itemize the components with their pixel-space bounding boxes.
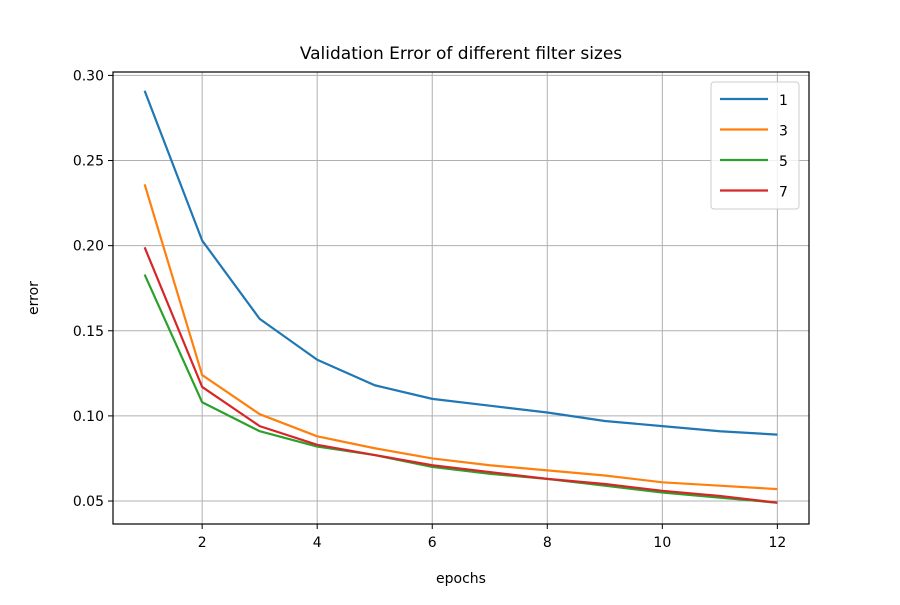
series-line-7 [143,246,778,504]
legend: 1 3 5 7 [710,81,800,210]
x-tick-label: 2 [198,535,207,551]
y-tick-label: 0.20 [73,239,104,255]
x-axis-ticks: 2 4 6 8 10 12 [198,524,786,551]
legend-label-7: 7 [779,185,788,201]
x-axis-label: epochs [436,571,486,587]
chart-title: Validation Error of different filter siz… [300,44,622,64]
legend-label-1: 1 [779,93,788,109]
series-line-5 [143,274,778,504]
y-axis-ticks: 0.05 0.10 0.15 0.20 0.25 0.30 [73,68,113,510]
plot-frame [112,71,810,525]
legend-box [710,81,800,210]
y-axis-label: error [26,281,42,315]
legend-label-3: 3 [779,124,788,140]
y-tick-label: 0.05 [73,494,104,510]
y-tick-label: 0.10 [73,409,104,425]
x-tick-label: 4 [313,535,322,551]
legend-label-5: 5 [779,154,788,170]
y-tick-label: 0.25 [73,154,104,170]
x-tick-label: 12 [768,535,786,551]
series-line-3 [143,184,778,491]
x-tick-label: 6 [428,535,437,551]
x-tick-label: 10 [653,535,671,551]
series-line-1 [143,90,778,436]
series-lines [143,90,778,504]
x-tick-label: 8 [543,535,552,551]
y-tick-label: 0.15 [73,324,104,340]
y-tick-label: 0.30 [73,68,104,84]
